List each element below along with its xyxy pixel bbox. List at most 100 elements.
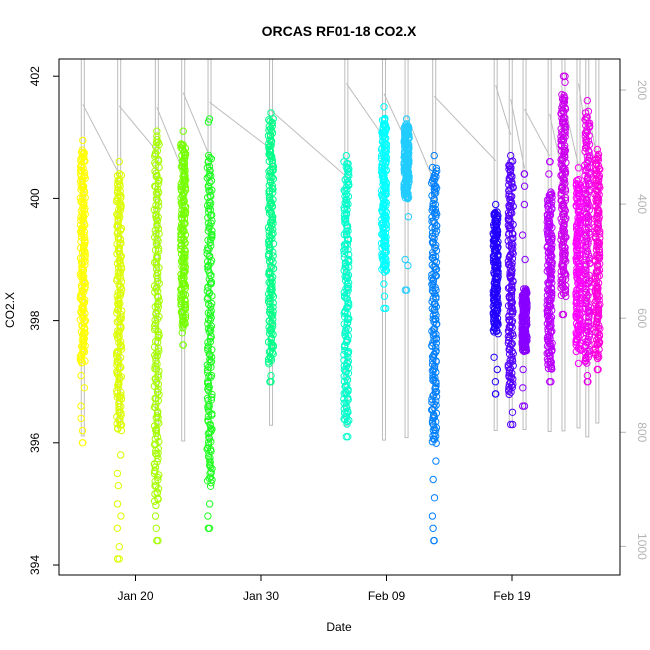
series-RF10 [428,151,441,545]
data-point [431,425,439,433]
data-point [594,154,602,162]
data-point [340,250,348,258]
data-point [266,146,275,155]
data-point [269,322,277,331]
data-point [381,114,389,123]
data-point [180,267,188,275]
data-point [584,107,593,116]
data-point [204,382,213,391]
data-point [153,269,162,277]
data-point [155,347,163,355]
data-point [265,190,273,198]
data-point [79,439,87,447]
data-point [80,384,89,392]
data-point [505,390,513,399]
data-point [582,266,590,274]
data-point [204,512,212,520]
data-point [342,433,350,441]
data-point [180,170,188,178]
pressure-transit [270,110,347,178]
data-point [584,200,592,208]
x-tick-label: Jan 20 [117,589,153,603]
right-tick-label: 600 [635,308,649,328]
data-point [116,239,124,248]
data-point [204,320,212,328]
data-point [561,142,569,150]
data-point [547,293,555,302]
data-point [344,353,352,361]
data-point [265,257,274,266]
data-point [518,231,527,239]
data-point [403,120,411,128]
data-point [207,307,215,315]
data-point [203,287,212,295]
data-point [153,132,161,140]
data-point [547,191,555,199]
data-point [507,286,516,294]
data-point [559,200,568,209]
data-point [206,351,214,359]
data-point [269,252,277,260]
data-point [206,355,214,364]
y-axis-label: CO2.X [3,292,17,328]
data-point [151,435,160,443]
data-point [114,176,122,185]
data-point [557,160,565,169]
data-point [429,217,438,225]
data-point [266,308,274,317]
data-point [117,451,125,459]
data-point [205,449,213,457]
data-point [340,366,349,374]
data-point [181,181,189,189]
data-point [430,364,439,373]
chart-title: ORCAS RF01-18 CO2.X [262,23,417,39]
data-point [113,469,122,478]
data-point [117,391,125,399]
data-point [429,475,437,484]
data-point [504,363,512,371]
data-point [155,297,163,305]
data-point [113,347,122,356]
data-point [380,292,389,300]
plot-frame [58,58,621,576]
data-point [505,165,513,173]
data-point [154,179,163,188]
data-point [267,371,275,380]
y-tick-label: 402 [28,66,42,86]
data-point [429,199,437,208]
data-point [152,210,160,219]
data-point [342,196,351,204]
data-point [206,238,215,247]
data-point [152,429,161,438]
data-point [544,327,552,336]
data-point [577,321,585,329]
data-point [591,344,599,353]
data-point [150,382,159,390]
data-point [205,170,214,179]
data-point [151,394,159,403]
pressure-transit [495,85,512,136]
series-RF13 [518,170,531,410]
data-point [428,271,436,279]
data-point [205,186,213,195]
data-point [78,426,87,435]
data-point [81,174,89,182]
data-point [344,347,353,356]
data-point [267,339,275,347]
data-point [115,296,123,304]
data-point [204,416,212,424]
data-points [76,72,604,563]
data-point [203,394,212,402]
data-point [583,371,592,380]
series-RF12 [504,151,517,429]
data-point [267,334,276,342]
data-point [430,329,438,337]
data-point [493,208,501,216]
data-point [344,314,352,322]
data-point [584,173,592,181]
data-point [585,228,593,236]
data-point [153,412,162,420]
data-point [583,96,591,105]
data-point [508,317,517,325]
data-point [342,200,350,208]
